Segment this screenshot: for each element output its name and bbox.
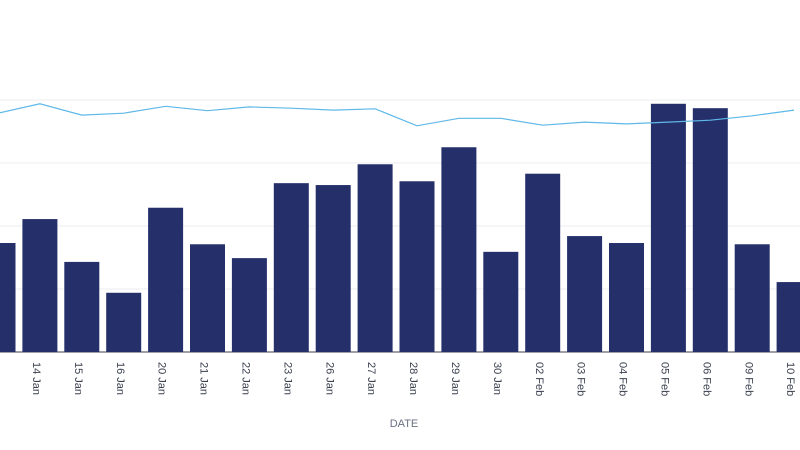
x-tick-label: 04 Feb — [617, 362, 629, 396]
bar — [148, 208, 183, 352]
x-tick-label: 03 Feb — [575, 362, 587, 396]
x-tick-label: 06 Feb — [700, 362, 712, 396]
bar — [64, 262, 99, 352]
bar — [567, 236, 602, 352]
x-tick-label: 22 Jan — [239, 362, 251, 395]
x-tick-label: 28 Jan — [407, 362, 419, 395]
x-tick-label: 30 Jan — [491, 362, 503, 395]
x-tick-label: 10 Feb — [784, 362, 796, 396]
x-tick-label: 26 Jan — [323, 362, 335, 395]
bar — [274, 183, 309, 352]
bar — [106, 293, 141, 352]
bar — [735, 244, 770, 352]
bar — [400, 181, 435, 352]
x-tick-label: 29 Jan — [449, 362, 461, 395]
x-tick-label: 14 Jan — [30, 362, 42, 395]
x-tick-label: 16 Jan — [114, 362, 126, 395]
bar — [232, 258, 267, 352]
x-tick-label: 21 Jan — [198, 362, 210, 395]
x-tick-label: 27 Jan — [365, 362, 377, 395]
bar — [693, 108, 728, 352]
bar — [0, 243, 16, 352]
bar — [316, 185, 351, 352]
x-tick-label: 23 Jan — [281, 362, 293, 395]
x-tick-label: 20 Jan — [156, 362, 168, 395]
bar — [190, 244, 225, 352]
x-tick-label: 15 Jan — [72, 362, 84, 395]
x-tick-label: 05 Feb — [658, 362, 670, 396]
bar — [609, 243, 644, 352]
bar — [358, 164, 393, 352]
bar — [22, 219, 57, 352]
x-tick-label: 09 Feb — [742, 362, 754, 396]
bar — [651, 104, 686, 352]
bar — [777, 282, 800, 352]
bar — [441, 147, 476, 352]
x-tick-label: 02 Feb — [533, 362, 545, 396]
bar — [483, 252, 518, 352]
x-axis-label: DATE — [390, 418, 419, 430]
bar — [525, 174, 560, 352]
